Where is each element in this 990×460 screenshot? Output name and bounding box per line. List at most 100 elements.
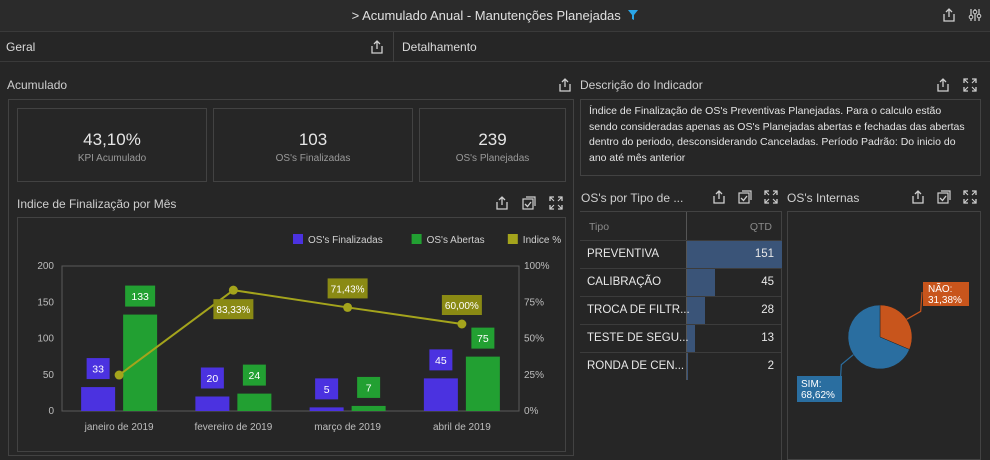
line-point [114, 370, 124, 380]
y-left-tick-label: 0 [48, 406, 54, 417]
y-left-tick-label: 150 [37, 297, 54, 308]
data-label-box [315, 378, 339, 400]
y-right-tick-label: 100% [524, 261, 550, 272]
data-label: 83,33% [216, 305, 250, 316]
share-icon[interactable] [941, 7, 957, 23]
share-icon[interactable] [910, 189, 926, 205]
data-label-box [213, 299, 254, 320]
share-icon[interactable] [369, 39, 385, 55]
data-label: 75 [477, 333, 489, 345]
y-left-tick-label: 50 [43, 370, 55, 381]
share-icon[interactable] [935, 77, 951, 93]
data-label-box [242, 364, 266, 386]
line-point [228, 285, 238, 295]
bar-line-chart: 0 50 100 150 200 0% 25% 50% 75% 100% janeiro de 20… [37, 234, 561, 433]
pie-slice [879, 304, 913, 350]
internas-panel: NÃO: 31,38% SIM: 68,62% [787, 211, 981, 460]
bar [237, 393, 272, 411]
table-row[interactable]: PREVENTIVA 151 [580, 240, 782, 268]
y-right-tick-label: 25% [524, 370, 544, 381]
value-bar [687, 269, 715, 296]
settings-sliders-icon[interactable] [967, 7, 983, 23]
x-tick-label: março de 2019 [314, 422, 381, 433]
table-row[interactable]: TROCA DE FILTR... 28 [580, 296, 781, 324]
kpi-value: 239 [478, 130, 507, 149]
tab-detalhamento[interactable]: Detalhamento [402, 40, 477, 54]
section-title-descricao: Descrição do Indicador [580, 78, 703, 92]
section-title-acumulado: Acumulado [7, 78, 68, 92]
data-label-box [200, 367, 224, 389]
data-label-box [86, 358, 110, 380]
column-header-qtd: QTD [749, 221, 772, 233]
y-right-tick-label: 75% [524, 297, 544, 308]
kpi-value: 43,10% [83, 130, 141, 149]
bar [81, 387, 116, 411]
legend-swatch [293, 234, 303, 244]
expand-icon[interactable] [763, 189, 779, 205]
legend-label: Indice % [523, 235, 561, 246]
value-bar [687, 325, 695, 352]
data-label-box [441, 295, 482, 315]
data-label: 24 [249, 370, 261, 382]
tab-geral[interactable]: Geral [6, 40, 36, 54]
share-icon[interactable] [711, 189, 727, 205]
x-tick-label: abril de 2019 [433, 422, 491, 433]
bar [423, 378, 458, 411]
table-row[interactable]: RONDA DE CEN... 2 [580, 352, 781, 380]
row-label: TROCA DE FILTR... [587, 304, 690, 316]
y-right-tick-label: 0% [524, 406, 539, 417]
row-value: 13 [761, 332, 774, 344]
tipo-table: Tipo QTD PREVENTIVA 151 CALIBRAÇÃO 45 TROCA … [580, 211, 782, 460]
bar [309, 407, 344, 411]
legend-label: OS's Abertas [427, 235, 485, 246]
leader-line [906, 291, 923, 320]
expand-icon[interactable] [962, 189, 978, 205]
kpi-label: KPI Acumulado [77, 153, 147, 164]
kpi-card-acumulado: 43,10% KPI Acumulado [17, 108, 207, 182]
chart-title: Indice de Finalização por Mês [17, 197, 177, 211]
legend-label: OS's Finalizadas [308, 235, 383, 246]
share-icon[interactable] [494, 195, 510, 211]
data-label: 45 [435, 355, 447, 367]
row-label: TESTE DE SEGU... [587, 332, 689, 344]
chart-panel: 0 50 100 150 200 0% 25% 50% 75% 100% janeiro de 20… [17, 217, 566, 452]
data-label: 133 [131, 291, 149, 303]
value-bar [687, 241, 782, 268]
expand-icon[interactable] [962, 77, 978, 93]
value-bar [687, 297, 705, 324]
select-all-icon[interactable] [737, 189, 753, 205]
y-left-tick-label: 200 [37, 261, 54, 272]
kpi-card-finalizadas: 103 OS's Finalizadas [213, 108, 413, 182]
kpi-value: 103 [298, 130, 328, 149]
data-label-box [429, 349, 453, 371]
row-value: 45 [761, 276, 774, 288]
data-label-box [797, 376, 842, 402]
bar [195, 396, 230, 411]
data-label: 20 [207, 373, 219, 385]
data-label-box [327, 278, 368, 299]
pie-chart: NÃO:31,38% SIM:68,62% [797, 282, 969, 402]
data-label-box [357, 376, 381, 398]
table-row[interactable]: TESTE DE SEGU... 13 [580, 324, 781, 352]
row-label: CALIBRAÇÃO [587, 276, 662, 288]
share-icon[interactable] [557, 77, 573, 93]
expand-icon[interactable] [548, 195, 564, 211]
data-label-box [125, 285, 156, 307]
kpi-label: OS's Finalizadas [275, 153, 351, 164]
section-title-internas: OS's Internas [787, 191, 860, 205]
value-bar [687, 353, 688, 380]
data-label: 31,38% [928, 295, 962, 306]
tab-bar [0, 32, 990, 62]
top-bar [0, 0, 990, 32]
line-point [343, 302, 353, 312]
filter-icon[interactable] [628, 8, 639, 23]
x-tick-label: fevereiro de 2019 [194, 422, 272, 433]
table-row[interactable]: CALIBRAÇÃO 45 [580, 268, 781, 296]
row-value: 28 [761, 304, 774, 316]
data-label: 7 [366, 382, 372, 394]
y-left-tick-label: 100 [37, 334, 54, 345]
kpi-card-planejadas: 239 OS's Planejadas [419, 108, 566, 182]
select-all-icon[interactable] [936, 189, 952, 205]
data-label-box [923, 282, 969, 306]
select-all-icon[interactable] [521, 195, 537, 211]
